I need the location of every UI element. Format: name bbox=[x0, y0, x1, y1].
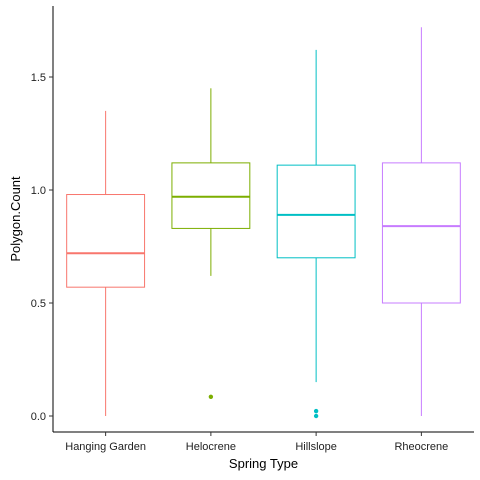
box-hillslope bbox=[276, 49, 356, 419]
y-axis-ticks: 0.0 0.5 1.0 1.5 bbox=[31, 72, 53, 423]
outlier-point bbox=[313, 408, 319, 414]
y-tick-label: 1.0 bbox=[31, 185, 46, 197]
interquartile-box bbox=[171, 162, 251, 229]
x-tick-label: Rheocrene bbox=[394, 441, 448, 453]
boxes-layer bbox=[66, 27, 461, 419]
x-tick-label: Hillslope bbox=[295, 441, 337, 453]
box-rheocrene bbox=[381, 27, 461, 416]
x-axis-ticks: Hanging Garden Helocrene Hillslope Rheocren… bbox=[65, 432, 448, 453]
box-hanging-garden bbox=[66, 110, 146, 416]
interquartile-box bbox=[381, 162, 461, 304]
outlier-point bbox=[313, 413, 319, 419]
box-helocrene bbox=[171, 88, 251, 399]
interquartile-box bbox=[66, 194, 146, 288]
y-tick-label: 0.0 bbox=[31, 411, 46, 423]
x-tick-label: Hanging Garden bbox=[65, 441, 146, 453]
y-axis-title: Polygon.Count bbox=[8, 176, 23, 262]
y-tick-label: 0.5 bbox=[31, 298, 46, 310]
x-axis-title: Spring Type bbox=[229, 456, 298, 471]
outlier-point bbox=[208, 394, 214, 399]
interquartile-box bbox=[276, 164, 356, 259]
x-tick-label: Helocrene bbox=[186, 441, 236, 453]
y-tick-label: 1.5 bbox=[31, 72, 46, 84]
